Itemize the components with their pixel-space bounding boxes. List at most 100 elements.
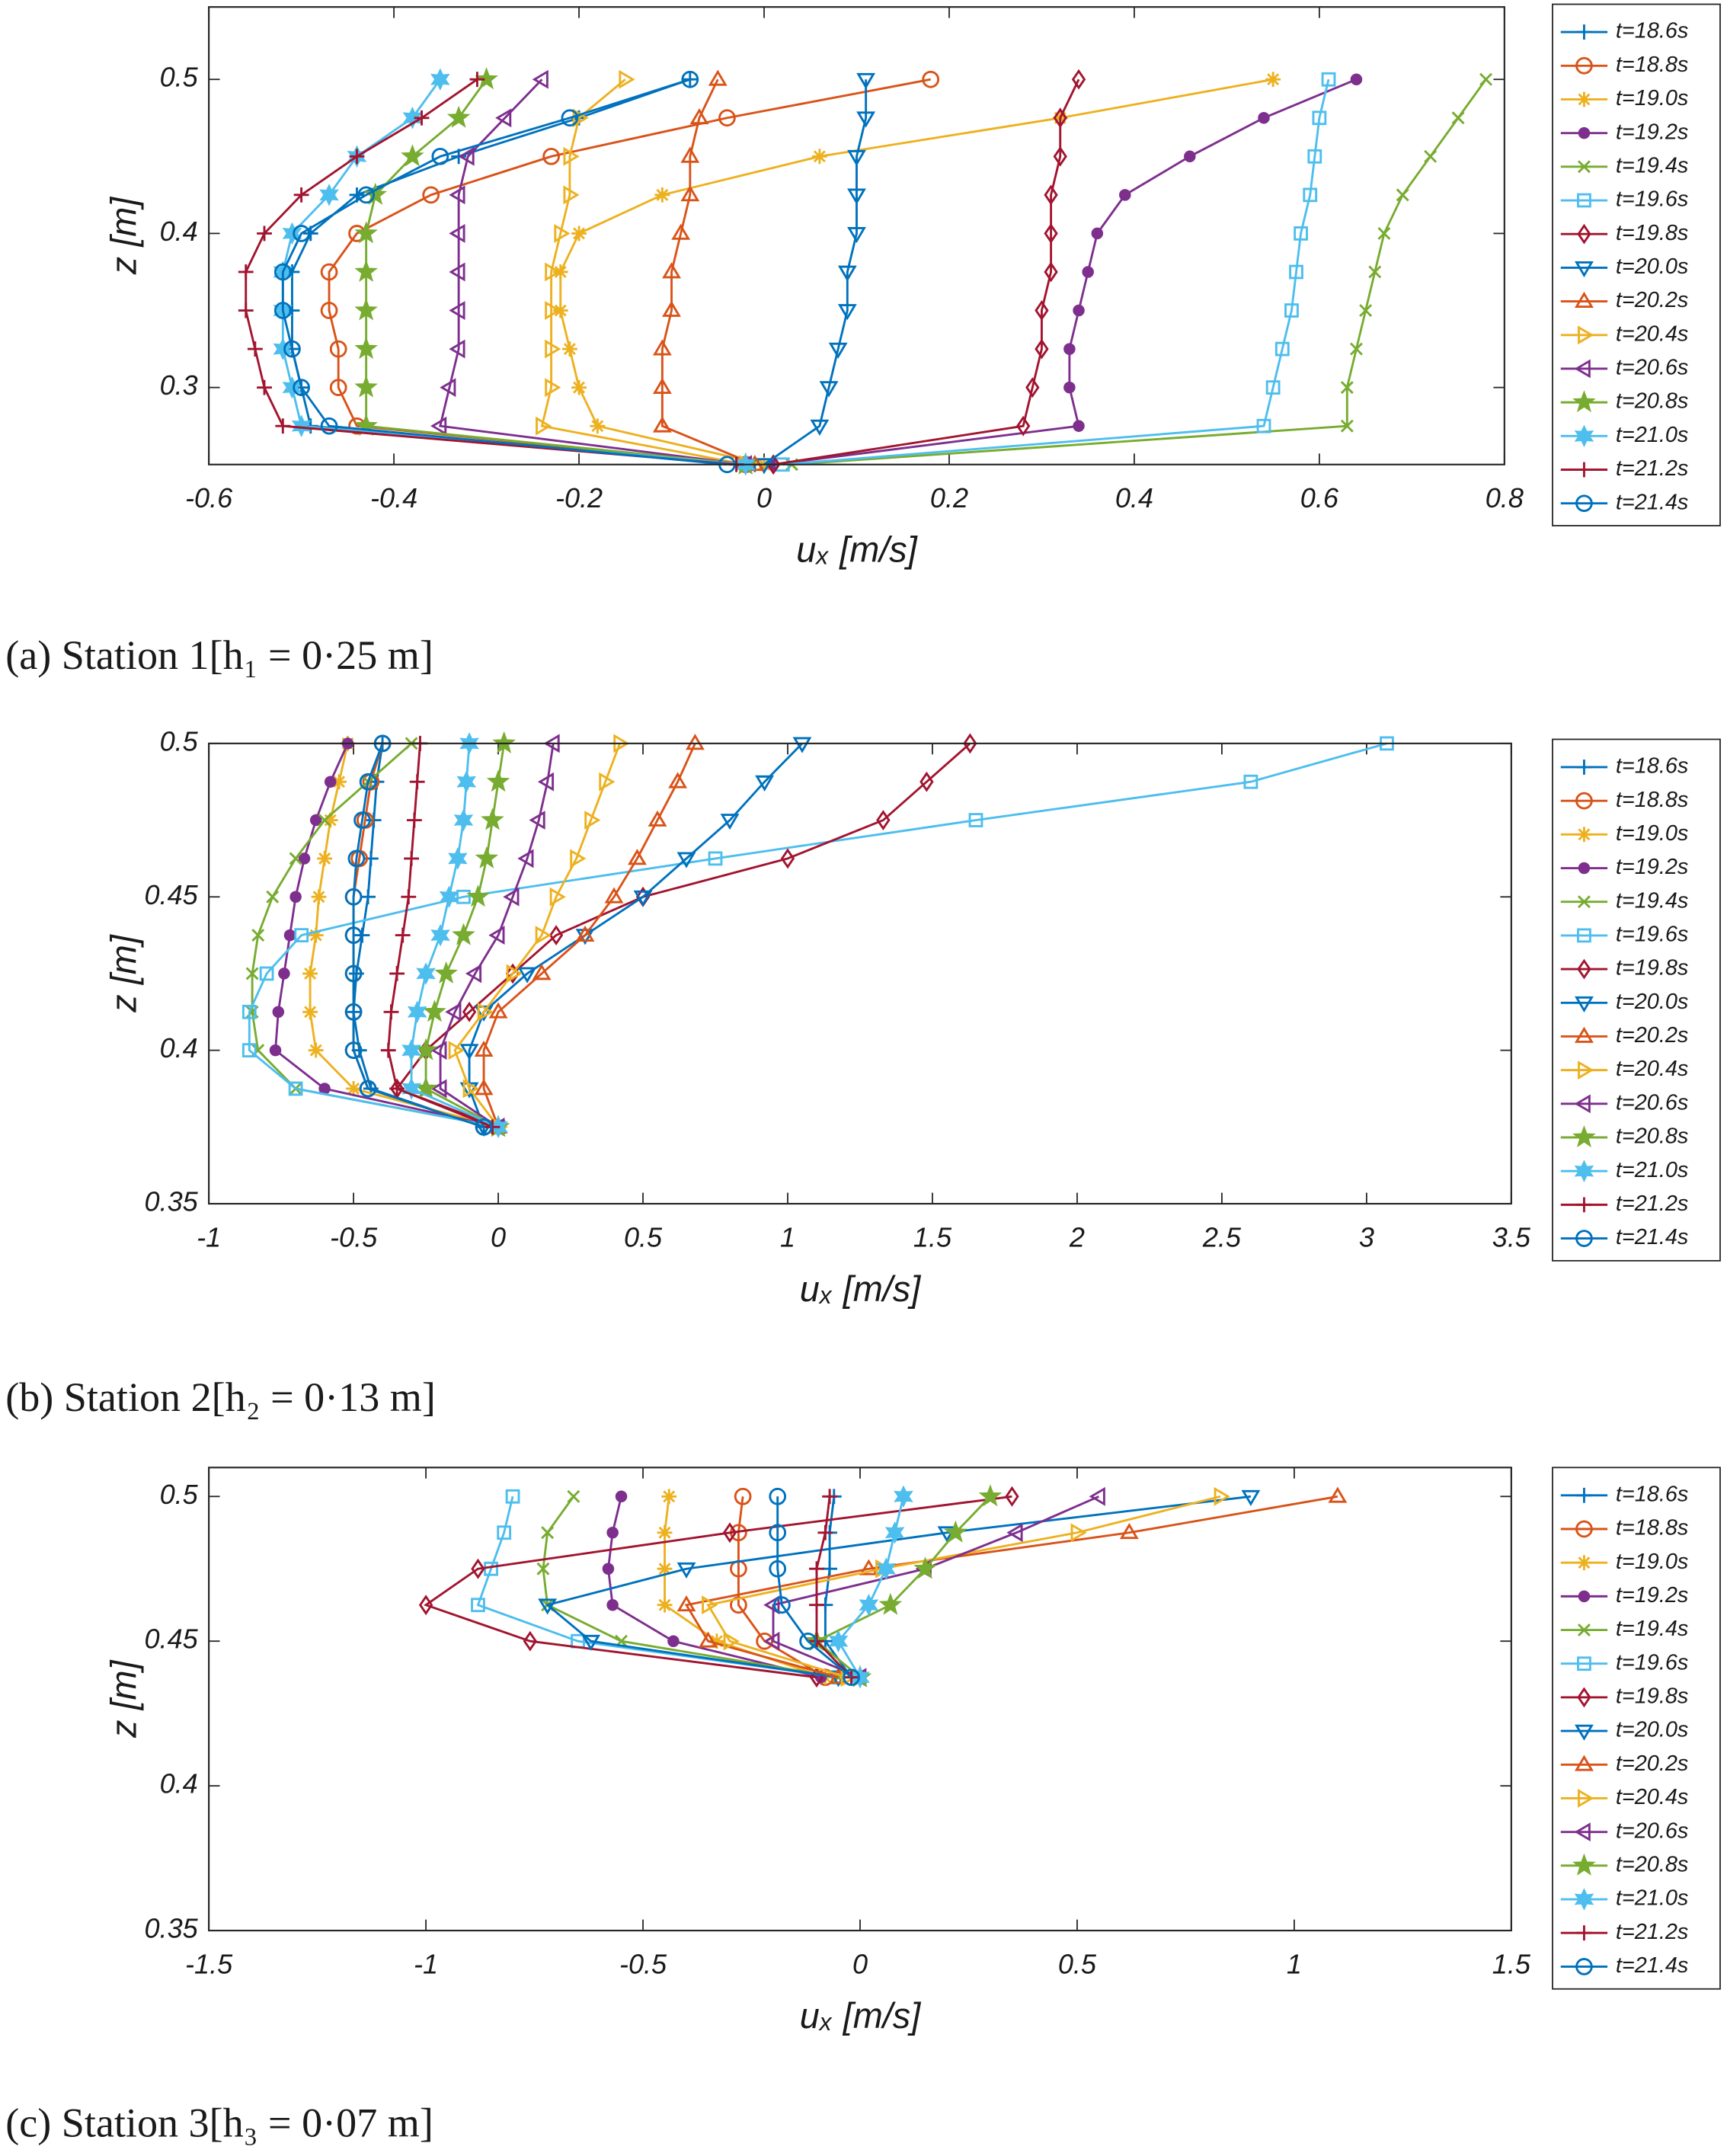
series-line: [660, 78, 756, 466]
marker: [475, 846, 499, 868]
x-tick-label: 0: [852, 1948, 868, 1979]
legend-label: t=19.0s: [1616, 86, 1688, 110]
legend-marker: [1578, 126, 1591, 139]
legend-label: t=19.4s: [1616, 888, 1688, 913]
marker: [363, 182, 388, 205]
marker: [354, 375, 378, 398]
marker: [799, 1632, 817, 1650]
marker: [294, 928, 309, 942]
marker: [709, 1633, 724, 1649]
marker: [657, 1561, 673, 1577]
legend-label: t=20.4s: [1616, 321, 1688, 346]
marker: [359, 773, 377, 791]
marker: [430, 416, 447, 436]
marker: [809, 1561, 824, 1577]
y-tick-label: 0.4: [160, 216, 198, 247]
marker: [1307, 149, 1322, 164]
series-line: [684, 1495, 1338, 1679]
marker: [344, 926, 363, 944]
marker: [344, 964, 363, 983]
legend-marker: [1572, 1853, 1596, 1876]
marker: [289, 891, 302, 903]
marker: [308, 1042, 324, 1058]
marker: [584, 811, 601, 830]
marker: [563, 185, 580, 205]
marker: [1119, 1522, 1139, 1540]
legend-label: t=19.0s: [1616, 821, 1688, 846]
plot-area: [209, 1467, 1511, 1931]
marker: [545, 378, 561, 398]
marker: [272, 1006, 285, 1019]
marker: [1035, 338, 1049, 360]
legend-marker: [1575, 1520, 1593, 1538]
legend-label: t=20.6s: [1616, 1090, 1688, 1115]
marker: [1265, 380, 1281, 395]
marker: [406, 812, 422, 828]
x-tick-label: -0.6: [185, 482, 233, 513]
marker: [1053, 107, 1067, 129]
chart-panel: -0.6 -0.4 -0.2 0 0.2 0.4 0.6 0.8 0.3 0.4 0.5 uₓ [m/…: [5, 3, 1721, 678]
marker: [859, 1593, 879, 1617]
marker: [1350, 342, 1363, 356]
legend-marker: [1574, 996, 1594, 1013]
legend-label: t=19.8s: [1616, 1684, 1688, 1709]
marker: [298, 852, 311, 865]
legend-label: t=20.4s: [1616, 1785, 1688, 1809]
marker: [293, 225, 310, 242]
marker: [978, 1484, 1003, 1507]
marker: [859, 1559, 878, 1575]
legend-marker: [1577, 193, 1591, 208]
marker: [471, 1558, 485, 1579]
legend-marker: [1575, 1230, 1593, 1247]
marker: [288, 1081, 303, 1096]
marker: [1321, 72, 1336, 87]
x-axis-label: uₓ [m/s]: [800, 1996, 921, 2036]
legend-label: t=21.0s: [1616, 1886, 1688, 1911]
marker: [1006, 1523, 1023, 1543]
legend-marker: [1574, 359, 1591, 379]
marker: [488, 926, 505, 945]
legend-marker: [1574, 291, 1594, 308]
legend-marker: [1577, 223, 1591, 245]
marker: [661, 1489, 677, 1505]
marker: [1265, 72, 1281, 88]
marker: [884, 1521, 905, 1544]
marker: [763, 1595, 780, 1615]
marker: [422, 186, 440, 204]
legend-label: t=21.4s: [1616, 490, 1688, 514]
x-tick-label: 1.5: [1492, 1948, 1531, 1979]
marker: [538, 1598, 558, 1615]
y-tick-label: 0.5: [160, 1479, 199, 1510]
x-tick-label: -1: [197, 1221, 221, 1252]
marker: [571, 379, 587, 395]
marker: [492, 731, 516, 753]
legend-label: t=20.2s: [1616, 1023, 1688, 1048]
marker: [1368, 265, 1382, 279]
marker: [329, 379, 347, 396]
series-line: [706, 1495, 1221, 1679]
marker: [259, 966, 274, 981]
marker: [819, 381, 839, 398]
marker: [401, 889, 417, 905]
marker: [238, 302, 254, 318]
legend-marker: [1576, 760, 1592, 775]
legend-label: t=21.0s: [1616, 1158, 1688, 1182]
marker: [567, 1489, 580, 1503]
legend-marker: [1575, 792, 1593, 810]
legend-label: t=20.4s: [1616, 1057, 1688, 1081]
legend-marker: [1578, 862, 1591, 875]
marker: [404, 850, 420, 866]
marker: [401, 1077, 421, 1100]
series-line: [281, 78, 728, 466]
chart-panel: -1 -0.5 0 0.5 1 1.5 2 2.5 3 3.5 0.35 0.4 0.45 0.5 uₓ […: [5, 725, 1721, 1420]
marker: [590, 418, 606, 434]
marker: [1015, 415, 1031, 437]
marker: [322, 812, 338, 828]
legend-marker: [1575, 56, 1593, 75]
legend-label: t=19.4s: [1616, 1617, 1688, 1641]
marker: [619, 69, 635, 89]
series-line: [772, 1495, 1100, 1679]
marker: [477, 1002, 494, 1022]
x-tick-label: -0.2: [555, 482, 603, 513]
marker: [241, 1043, 257, 1058]
